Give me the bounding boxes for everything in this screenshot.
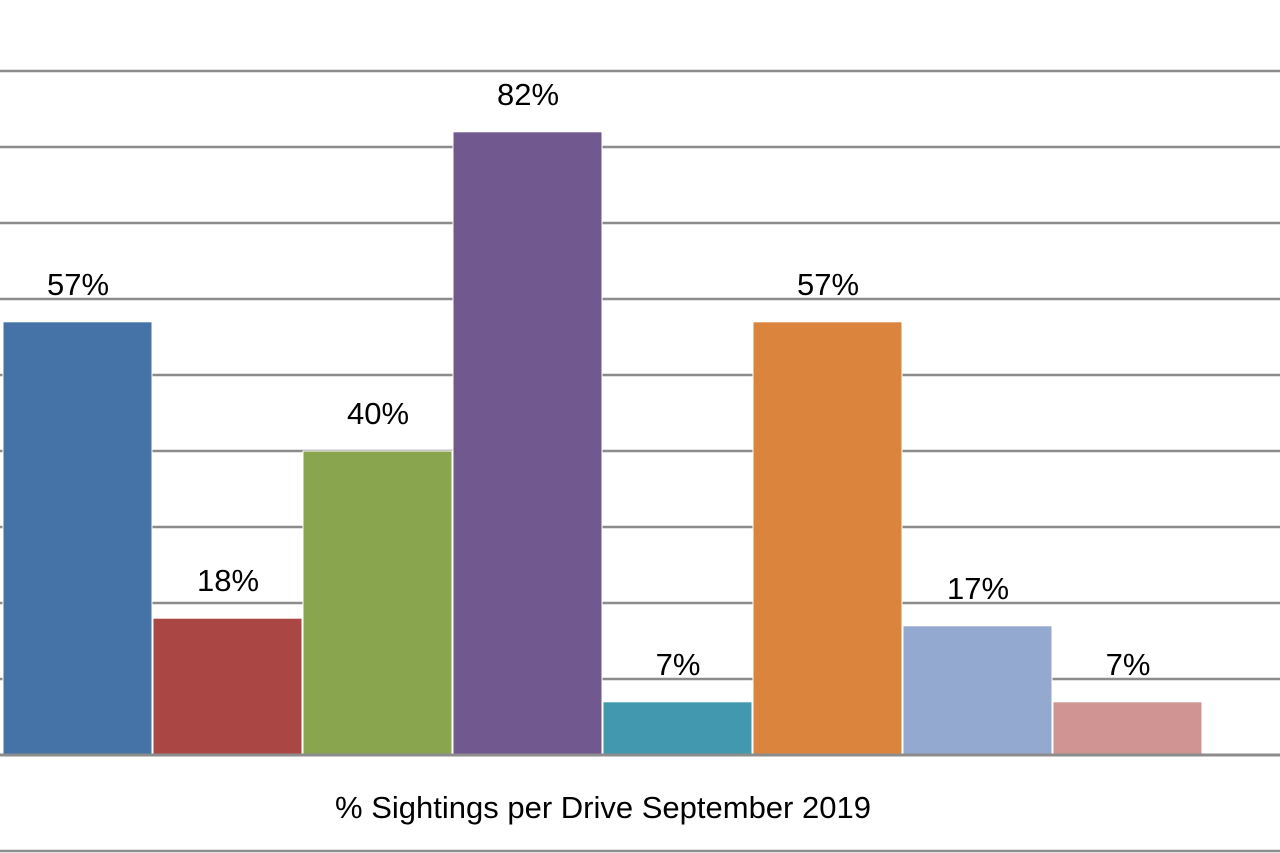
data-label-7: 17%: [947, 571, 1009, 606]
bar-3: [302, 450, 453, 756]
data-label-4: 82%: [497, 77, 559, 112]
data-label-1: 57%: [47, 267, 109, 302]
gridlines: [0, 69, 1280, 681]
data-label-2: 18%: [197, 563, 259, 598]
data-labels: 57% 18% 40% 82% 7% 57% 17% 7%: [47, 77, 1150, 682]
data-label-6: 57%: [797, 267, 859, 302]
bar-4: [452, 131, 603, 756]
bar-1: [2, 321, 153, 756]
bar-2: [152, 617, 303, 756]
bar-7: [902, 625, 1053, 756]
bar-6: [752, 321, 903, 756]
bars: [2, 131, 1203, 756]
bar-8: [1052, 701, 1203, 756]
x-axis-title: % Sightings per Drive September 2019: [335, 790, 871, 825]
bar-5: [602, 701, 753, 756]
data-label-8: 7%: [1106, 647, 1151, 682]
data-label-5: 7%: [656, 647, 701, 682]
data-label-3: 40%: [347, 396, 409, 431]
